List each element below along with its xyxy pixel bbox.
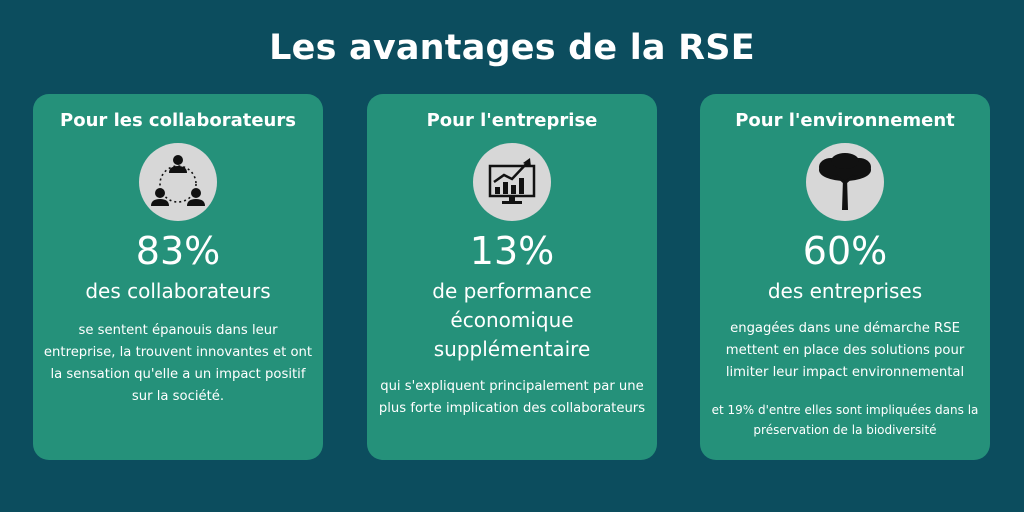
card-heading: Pour l'entreprise bbox=[426, 110, 598, 131]
card-heading: Pour l'environnement bbox=[735, 110, 955, 131]
stat-subtitle: des entreprises bbox=[767, 279, 923, 303]
stat-value: 83% bbox=[135, 229, 221, 273]
stat-value: 13% bbox=[469, 229, 555, 273]
icon-circle bbox=[139, 143, 217, 221]
page-title: Les avantages de la RSE bbox=[269, 28, 755, 68]
stat-description: engagées dans une démarche RSE mettent e… bbox=[725, 321, 965, 380]
stat-description: qui s'expliquent principalement par une … bbox=[378, 379, 646, 416]
card-heading: Pour les collaborateurs bbox=[60, 110, 296, 131]
card-environnement: Pour l'environnement 60% des entreprises… bbox=[700, 94, 990, 460]
stat-subtitle: de performance économique supplémentaire bbox=[432, 279, 592, 361]
growth-chart-monitor-icon bbox=[488, 158, 536, 204]
card-collaborateurs: Pour les collaborateurs 83% des collabor… bbox=[33, 94, 323, 460]
stat-description: se sentent épanouis dans leur entreprise… bbox=[43, 323, 313, 404]
icon-circle bbox=[806, 143, 884, 221]
people-network-icon bbox=[151, 155, 205, 206]
stat-subtitle: des collaborateurs bbox=[85, 279, 271, 303]
icon-circle bbox=[473, 143, 551, 221]
stat-extra-note: et 19% d'entre elles sont impliquées dan… bbox=[711, 403, 979, 437]
stat-value: 60% bbox=[802, 229, 888, 273]
tree-icon bbox=[819, 153, 871, 210]
card-entreprise: Pour l'entreprise 13% de performance éco… bbox=[367, 94, 657, 460]
